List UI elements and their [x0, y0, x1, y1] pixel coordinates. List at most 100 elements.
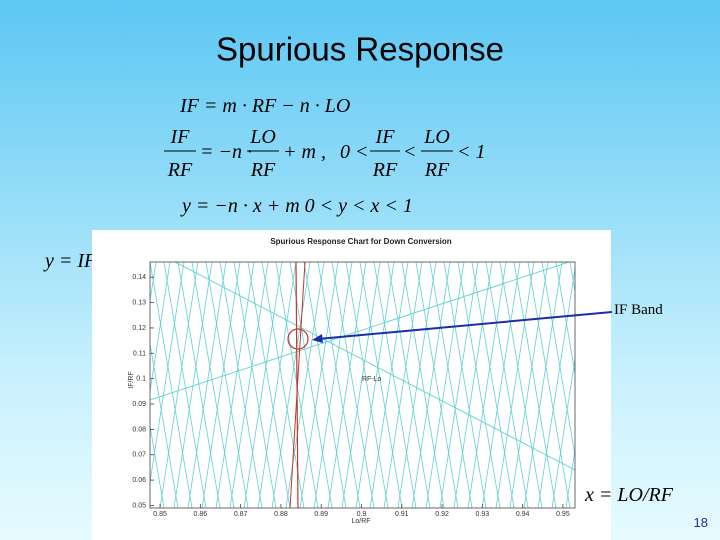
y-tick-label: 0.13 [132, 300, 146, 307]
equation: IF = m · RF − n · LO [179, 95, 350, 117]
spur-line [495, 262, 535, 508]
spur-line [247, 262, 291, 508]
spur-line [513, 262, 557, 508]
plot: Spurious Response Chart for Down Convers… [48, 237, 654, 525]
y-tick-label: 0.09 [132, 401, 146, 408]
callout-arrow [317, 311, 613, 340]
spur-line [229, 262, 269, 508]
spur-line [612, 262, 654, 508]
y-tick-label: 0.05 [132, 502, 146, 509]
spur-line [565, 447, 575, 508]
spur-line [401, 262, 445, 508]
arrow-head [312, 334, 323, 343]
spur-line [48, 262, 86, 508]
spur-line [527, 262, 571, 508]
x-tick-label: 0.91 [395, 511, 409, 518]
denominator: RF [372, 159, 398, 181]
spur-line [205, 262, 249, 508]
spur-line [257, 262, 297, 508]
spur-line [271, 262, 311, 508]
spur-line [345, 262, 389, 508]
spur-line [177, 262, 221, 508]
equation: y = −n · x + m 0 < y < x < 1 [180, 195, 413, 217]
spur-line [359, 262, 403, 508]
x-tick-label: 0.89 [314, 511, 328, 518]
spur-line [555, 262, 575, 376]
spur-line [150, 262, 193, 508]
chart-title: Spurious Response Chart for Down Convers… [270, 237, 451, 246]
denominator: RF [424, 159, 450, 181]
y-tick-label: 0.06 [132, 477, 146, 484]
spur-line [174, 262, 575, 471]
spur-line [387, 262, 431, 508]
x-tick-label: 0.9 [357, 511, 367, 518]
spur-line [509, 262, 549, 508]
spur-line [327, 262, 367, 508]
spur-line [457, 262, 501, 508]
annotation: RF-Lo [362, 376, 382, 383]
spur-line [150, 341, 179, 508]
x-tick-label: 0.95 [556, 511, 570, 518]
spur-line [289, 262, 333, 508]
slide-title: Spurious Response [216, 31, 504, 68]
numerator: IF [375, 126, 396, 148]
spur-line [150, 262, 185, 485]
spur-line [485, 262, 529, 508]
spur-line [481, 262, 521, 508]
y-tick-label: 0.08 [132, 426, 146, 433]
spur-lines [48, 262, 654, 508]
spur-line [499, 262, 543, 508]
x-tick-label: 0.94 [516, 511, 530, 518]
y-tick-label: 0.07 [132, 452, 146, 459]
spur-line [303, 262, 347, 508]
spur-line [429, 262, 473, 508]
numerator: LO [249, 126, 276, 148]
spur-line [299, 262, 339, 508]
spur-line [215, 262, 255, 508]
operator: < 1 [457, 141, 486, 163]
y-tick-label: 0.1 [136, 376, 146, 383]
spur-line [163, 262, 207, 508]
y-axis-label: IF/RF [128, 371, 135, 389]
spur-line [150, 262, 171, 395]
numerator: IF [170, 126, 191, 148]
spur-line [439, 262, 479, 508]
spur-line [201, 262, 241, 508]
denominator: RF [250, 159, 276, 181]
spur-line [383, 262, 423, 508]
spur-line [317, 262, 361, 508]
spur-line [233, 262, 277, 508]
highlight-circle [287, 328, 309, 350]
callout-label: IF Band [614, 302, 663, 318]
rf-lo-line [289, 262, 306, 508]
spur-line [150, 423, 165, 508]
y-tick-label: 0.11 [133, 350, 146, 357]
spur-line [341, 262, 381, 508]
chart-image [92, 230, 611, 540]
y-tick-label: 0.12 [132, 325, 146, 332]
spur-line [219, 262, 263, 508]
spur-line [415, 262, 459, 508]
numerator: LO [423, 126, 450, 148]
x-tick-label: 0.85 [153, 511, 167, 518]
page-number: 18 [694, 515, 708, 530]
spur-line [150, 262, 571, 401]
operator: + m , [283, 141, 326, 163]
y-tick-label: 0.14 [132, 274, 146, 281]
spur-line [551, 356, 575, 508]
x-tick-label: 0.93 [476, 511, 490, 518]
spur-line [523, 262, 563, 508]
x-definition: x = LO/RF [584, 484, 674, 506]
spur-line [355, 262, 395, 508]
x-tick-label: 0.92 [435, 511, 449, 518]
x-tick-label: 0.86 [194, 511, 208, 518]
x-tick-label: 0.87 [234, 511, 248, 518]
operator: < [403, 141, 417, 163]
spur-line [443, 262, 487, 508]
x-axis-label: Lo/RF [351, 518, 370, 525]
spur-line [243, 262, 283, 508]
spur-line [331, 262, 375, 508]
spur-line [191, 262, 235, 508]
spur-line [373, 262, 417, 508]
spur-line [313, 262, 353, 508]
